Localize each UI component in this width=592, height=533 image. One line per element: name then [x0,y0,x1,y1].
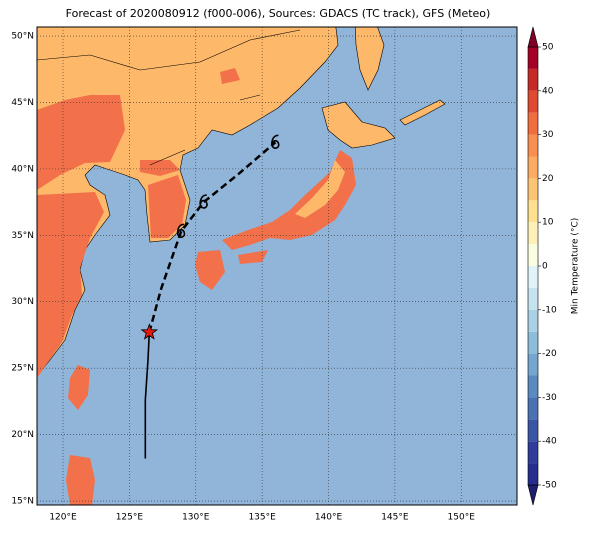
y-tick-label: 25°N [11,364,34,374]
colorbar-extend-low [527,484,539,506]
colorbar-tick-label: 20 [542,174,554,184]
kyushu [195,250,225,290]
colorbar-band [528,222,538,245]
y-tick-label: 50°N [11,32,34,42]
colorbar-band [528,178,538,201]
warm-region [148,175,186,238]
map-frame [36,26,518,506]
colorbar-tick-label: -20 [542,349,557,359]
colorbar-tick-label: -30 [542,393,557,403]
y-tick-label: 15°N [11,497,34,507]
colorbar-band [528,47,538,69]
shikoku [238,250,268,264]
colorbar-band [528,441,538,464]
taiwan [68,365,90,410]
y-tick-label: 45°N [11,98,34,108]
colorbar-extend-high [527,26,539,48]
colorbar-tick-label: 30 [542,130,554,140]
x-tick-label: 120°E [49,513,77,523]
track-observed [144,332,151,459]
luzon [66,455,95,505]
colorbar-band [528,287,538,310]
colorbar-band [528,90,538,113]
x-tick-label: 125°E [116,513,144,523]
y-tick-label: 20°N [11,430,34,440]
y-tick-label: 35°N [11,231,34,241]
land [37,27,446,505]
colorbar-band [528,331,538,354]
colorbar-tick-label: -50 [542,481,557,491]
colorbar-band [528,244,538,266]
colorbar-tick-label: 40 [542,86,554,96]
colorbar-tick-label: 10 [542,218,554,228]
colorbar-band [528,200,538,223]
x-tick-label: 150°E [448,513,476,523]
colorbar-tick-label: 50 [542,43,554,53]
x-tick-label: 130°E [182,513,210,523]
colorbar-tick-label: -40 [542,437,557,447]
colorbar-band [528,353,538,376]
x-tick-label: 140°E [315,513,343,523]
kuril-islands [399,99,446,126]
colorbar-band [528,112,538,135]
warm-region [140,160,180,176]
title: Forecast of 2020080912 (f000-006), Sourc… [66,7,491,20]
border [37,29,301,166]
cyclone-symbol [176,223,186,238]
cyclone-symbol [199,194,208,209]
colorbar-band [528,134,538,157]
x-tick-label: 135°E [248,513,276,523]
warm-region [220,68,240,84]
colorbar-tick-label: -10 [542,305,557,315]
warm-region [37,192,104,378]
colorbar-band [528,156,538,179]
honshu [222,150,356,250]
colorbar-tick-label: 0 [542,262,548,272]
cyclone-symbol [271,134,280,149]
colorbar-band [528,266,538,288]
warm-region [37,95,125,190]
colorbar-band [528,68,538,91]
current-position [140,323,159,340]
y-tick-label: 40°N [11,164,34,174]
colorbar-band [528,375,538,398]
honshu-highlands [295,160,345,218]
colorbar-band [528,463,538,485]
hokkaido [321,101,396,149]
colorbar-band [528,397,538,420]
track-forecast [148,141,277,333]
colorbar-band [528,419,538,442]
sakhalin [354,27,385,91]
x-tick-label: 145°E [381,513,409,523]
colorbar-band [528,309,538,332]
y-tick-label: 30°N [11,297,34,307]
colorbar-label: Min Temperature (°C) [571,218,581,315]
